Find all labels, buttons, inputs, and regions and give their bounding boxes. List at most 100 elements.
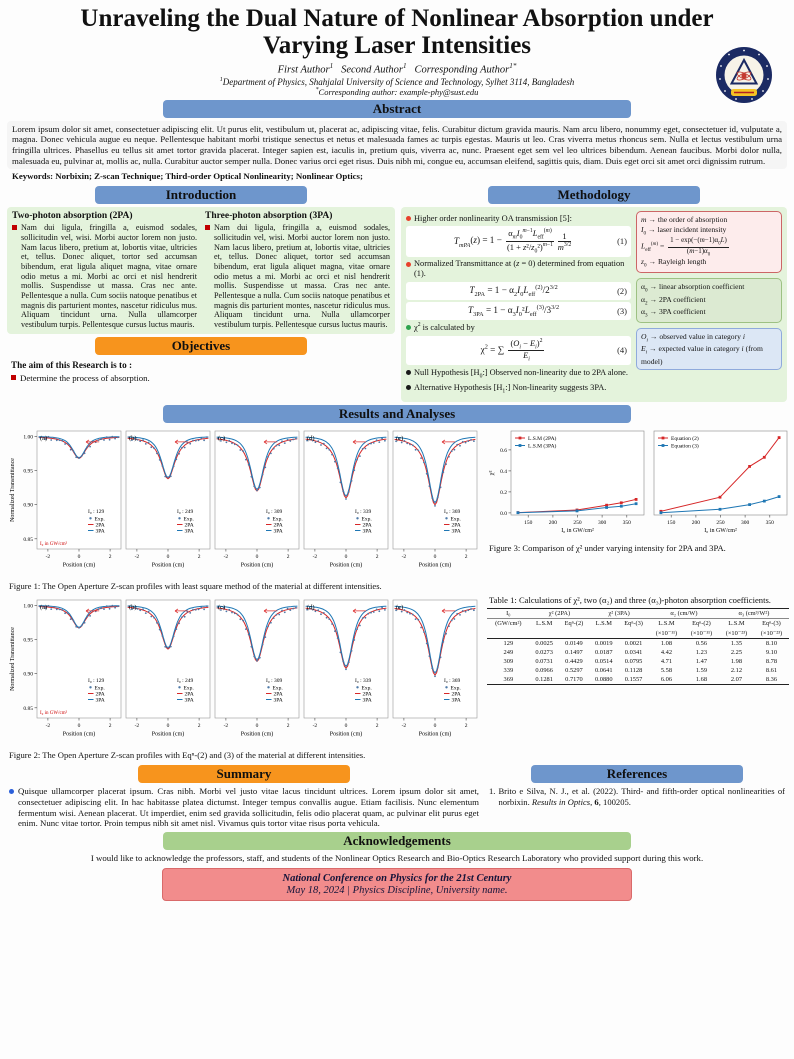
svg-text:3PA: 3PA: [96, 528, 105, 534]
svg-text:2: 2: [109, 723, 112, 729]
svg-text:0.95: 0.95: [23, 638, 33, 644]
svg-text:I₀ : 339: I₀ : 339: [355, 678, 372, 684]
references-list: 1. Brito e Silva, N. J., et al. (2022). T…: [487, 786, 787, 807]
methodology-symbol-column: m → the order of absorption I0 → laser in…: [636, 211, 782, 397]
section-header-objectives: Objectives: [95, 336, 307, 355]
svg-text:0.95: 0.95: [23, 468, 33, 474]
svg-text:I₀ : 129: I₀ : 129: [88, 678, 105, 684]
svg-text:0.2: 0.2: [500, 490, 507, 496]
figure3-caption: Figure 3: Comparison of χ² under varying…: [489, 542, 726, 553]
intro-column-3pa: Three-photon absorption (3PA) Nam dui li…: [205, 211, 390, 329]
svg-text:0.90: 0.90: [23, 672, 33, 678]
equation-3-body: T3PA = 1 − α3I0²Leff(3)/33/2: [467, 304, 560, 318]
objective-item: Determine the process of absorption.: [11, 373, 391, 383]
svg-text:I₀ : 129: I₀ : 129: [88, 509, 105, 515]
authors-line: First Author1 Second Author1 Correspondi…: [277, 62, 517, 76]
symbol-line: z0 → Rayleigh length: [641, 257, 707, 269]
poster-title: Unraveling the Dual Nature of Nonlinear …: [80, 5, 714, 59]
equation-4-number: (4): [617, 345, 627, 356]
svg-text:200: 200: [549, 520, 558, 526]
svg-text:2PA: 2PA: [274, 522, 283, 528]
section-header-methodology: Methodology: [488, 186, 700, 205]
intro-2pa-paragraph: Nam dui ligula, fringilla a, euismod sod…: [12, 223, 197, 329]
table1-caption: Table 1: Calculations of χ², two (α₂) an…: [489, 594, 771, 605]
objectives-lead: The aim of this Research is to :: [11, 359, 133, 370]
svg-text:-2: -2: [46, 554, 51, 560]
table1: I₀ χ² (2PA) χ² (3PA) α₂ (cm/W) α₃ (cm³/W²) (G…: [487, 608, 789, 686]
keywords-line: Keywords: Norbixin; Z-scan Technique; Th…: [12, 171, 363, 182]
reference-item: 1. Brito e Silva, N. J., et al. (2022). T…: [489, 786, 785, 807]
svg-text:Position (cm): Position (cm): [63, 730, 96, 737]
svg-text:(c): (c): [218, 604, 225, 611]
svg-text:0: 0: [78, 554, 81, 560]
figure1-caption: Figure 1: The Open Aperture Z-scan profi…: [9, 580, 382, 591]
figure2-block: (a) I₀ : 129 Exp. 2PA 3PA I₀ in GW/cm² -2 0 2 Pos…: [7, 595, 481, 760]
equation-1: TmPA(z) = 1 − αmI0m−1Leff(m) (1 + z²/z0²)…: [406, 226, 631, 257]
square-bullet-icon: [205, 225, 210, 231]
poster-header: Unraveling the Dual Nature of Nonlinear …: [7, 4, 787, 103]
svg-text:I₀ : 339: I₀ : 339: [355, 509, 372, 515]
intro-2pa-heading: Two-photon absorption (2PA): [12, 211, 133, 222]
methodology-item-text: Null Hypothesis [H0:] Observed non-linea…: [414, 367, 628, 380]
svg-text:150: 150: [524, 520, 533, 526]
svg-text:-2: -2: [224, 554, 229, 560]
svg-text:300: 300: [598, 520, 607, 526]
svg-text:1.00: 1.00: [23, 603, 33, 609]
figure3-block: L.S.M (2PA) L.S.M (3PA) 150 200 250 300 350 I₀ …: [487, 426, 789, 553]
conference-footer: National Conference on Physics for the 2…: [162, 868, 632, 902]
intro-column-2pa: Two-photon absorption (2PA) Nam dui ligu…: [12, 211, 197, 329]
svg-text:250: 250: [573, 520, 582, 526]
svg-text:2: 2: [287, 723, 290, 729]
svg-text:2: 2: [376, 554, 379, 560]
svg-text:0.4: 0.4: [500, 469, 507, 475]
summary-body: Quisque ullamcorper placerat ipsum. Cras…: [7, 786, 481, 829]
symbol-line: Oi → observed value in category i: [641, 332, 745, 344]
reference-number: 1.: [489, 786, 496, 797]
svg-text:Normalized Transmittance: Normalized Transmittance: [10, 457, 16, 521]
intro-3pa-text: Nam dui ligula, fringilla a, euismod sod…: [214, 223, 390, 330]
table-row: 129 0.0025 0.0149 0.0019 0.0021 1.08 0.56 1.35 8…: [503, 640, 778, 648]
svg-text:I₀ : 249: I₀ : 249: [177, 509, 194, 515]
dark-bullet-icon: [406, 370, 411, 376]
svg-text:0: 0: [78, 723, 81, 729]
symbol-line: m → the order of absorption: [641, 215, 728, 225]
symbol-line: α3 → 3PA coefficient: [641, 306, 706, 319]
equation-4: χ2 = ∑ (Oi − Ei)2 Ei (4): [406, 335, 631, 366]
section-header-summary: Summary: [138, 765, 350, 784]
svg-text:Exp.: Exp.: [451, 516, 462, 522]
reference-text: Brito e Silva, N. J., et al. (2022). Thi…: [498, 786, 785, 807]
svg-text:Equation (3): Equation (3): [671, 442, 699, 449]
svg-text:2PA: 2PA: [274, 691, 283, 697]
svg-text:Exp.: Exp.: [184, 516, 195, 522]
svg-text:2PA: 2PA: [96, 522, 105, 528]
red-bullet-icon: [406, 261, 411, 267]
svg-text:2: 2: [198, 723, 201, 729]
svg-text:I₀ in GW/cm²: I₀ in GW/cm²: [40, 710, 68, 716]
svg-text:-2: -2: [135, 723, 140, 729]
svg-text:-2: -2: [402, 554, 407, 560]
svg-text:0: 0: [256, 723, 259, 729]
symbol-box-transmission: m → the order of absorption I0 → laser in…: [636, 211, 782, 274]
svg-text:-2: -2: [313, 554, 318, 560]
svg-text:3PA: 3PA: [96, 697, 105, 703]
svg-text:3PA: 3PA: [274, 697, 283, 703]
objectives-body: The aim of this Research is to : Determi…: [7, 358, 395, 385]
square-bullet-icon: [12, 225, 17, 231]
svg-text:0: 0: [256, 554, 259, 560]
equation-1-number: (1): [617, 236, 627, 247]
svg-text:350: 350: [766, 520, 775, 526]
svg-text:350: 350: [623, 520, 632, 526]
svg-text:0.0: 0.0: [500, 511, 507, 517]
square-bullet-icon: [11, 374, 16, 380]
svg-text:Exp.: Exp.: [95, 516, 106, 522]
green-bullet-icon: [406, 324, 411, 330]
methodology-equations-column: Higher order nonlinearity OA transmissio…: [406, 211, 631, 397]
intro-3pa-heading: Three-photon absorption (3PA): [205, 211, 333, 222]
svg-text:I₀ in GW/cm²: I₀ in GW/cm²: [40, 541, 68, 547]
equation-2: T2PA = 1 − α2I0Leff(2)/23/2 (2): [406, 281, 631, 300]
svg-text:(a): (a): [40, 604, 47, 611]
svg-text:Normalized Transmittance: Normalized Transmittance: [10, 627, 16, 691]
results-grid: (a) I₀ : 129 Exp. 2PA 3PA I₀ in GW/cm² -2 0 2 Pos…: [7, 426, 789, 761]
svg-text:2PA: 2PA: [452, 522, 461, 528]
